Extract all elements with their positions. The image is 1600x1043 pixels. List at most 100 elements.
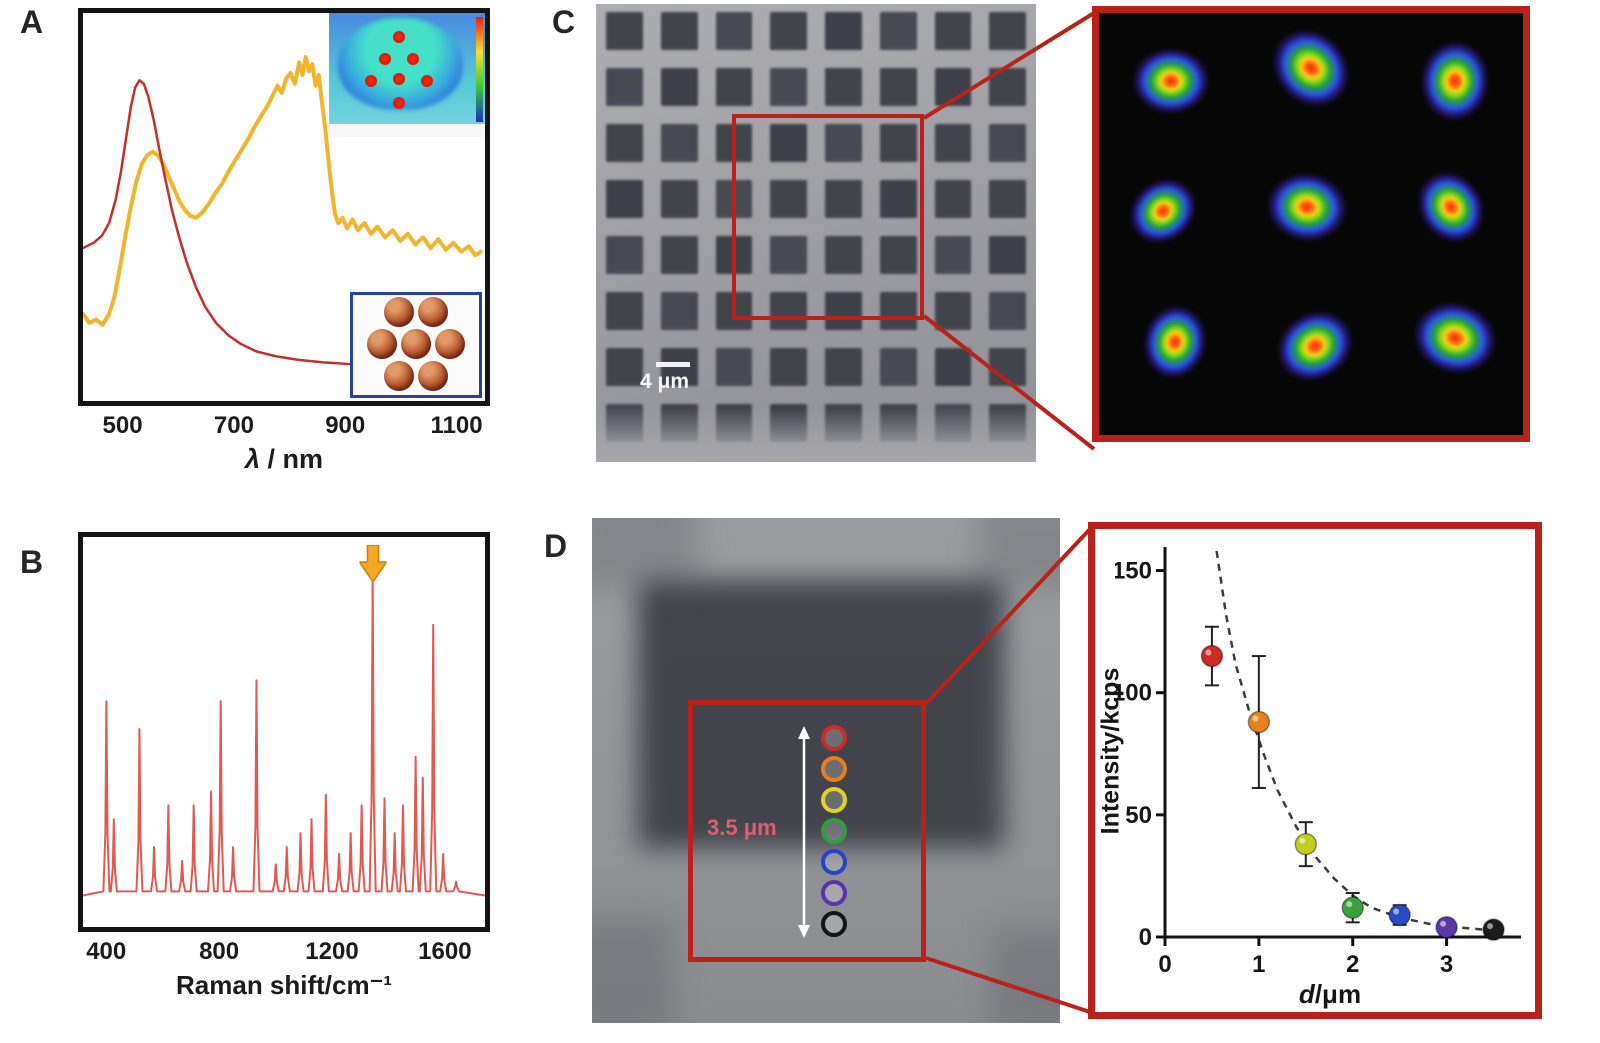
array-square [879, 12, 917, 50]
array-square [934, 68, 972, 106]
panel-a-xticks: 500 700 900 1100 [78, 412, 490, 442]
panel-a-plot [78, 8, 490, 406]
probe-ring [821, 880, 847, 906]
raman-hotspot [1392, 147, 1510, 268]
hotspot-dot [365, 75, 377, 87]
distance-label: 3.5 μm [707, 815, 777, 840]
tick-label: 1200 [305, 938, 359, 965]
probe-ring [821, 818, 847, 844]
array-square [989, 292, 1026, 330]
nanoparticle-sphere [401, 329, 431, 359]
array-square [825, 124, 862, 162]
faint-square [990, 926, 1060, 1023]
probe-ring [821, 787, 847, 813]
array-square [934, 236, 972, 274]
panel-c-label: C [552, 4, 576, 40]
tick-label: 500 [102, 412, 143, 439]
panel-b-label: B [20, 544, 44, 580]
probe-ring [821, 725, 847, 751]
vertical-double-arrow-icon [798, 726, 810, 938]
field-simulation-inset [329, 13, 485, 137]
array-square [934, 292, 972, 330]
array-square [770, 180, 807, 218]
x-axis-label: d/μm [1125, 979, 1535, 1010]
tick-label: 1600 [418, 938, 472, 965]
svg-text:50: 50 [1125, 802, 1152, 829]
tick-label: 1100 [430, 412, 483, 439]
array-square [879, 180, 917, 218]
array-square [660, 12, 698, 50]
svg-text:2: 2 [1346, 951, 1359, 978]
hotspot-dot [379, 53, 391, 65]
probe-position-column [821, 725, 847, 937]
microscope-image-d: 3.5 μm [592, 518, 1060, 1023]
array-square [989, 68, 1026, 106]
array-square [879, 292, 917, 330]
array-square [825, 348, 862, 386]
raman-hotspot [1243, 13, 1379, 136]
scale-bar [656, 362, 690, 367]
array-square [715, 68, 753, 106]
panel-d-label: D [544, 528, 568, 564]
hotspot-dot [393, 31, 405, 43]
svg-text:150: 150 [1115, 558, 1152, 585]
probe-ring [821, 849, 847, 875]
intensity-distance-chart: 0 50 100 150 0 1 2 3 [1115, 547, 1521, 978]
array-square [825, 292, 862, 330]
array-square [770, 348, 807, 386]
array-square [606, 68, 643, 106]
microscope-image-c: 4 μm [596, 4, 1036, 462]
array-square [606, 124, 643, 162]
array-square [660, 236, 698, 274]
array-square [606, 292, 643, 330]
array-square [660, 348, 698, 386]
image-fade [596, 408, 1036, 462]
svg-text:0: 0 [1139, 924, 1152, 951]
nanoparticle-sphere [384, 297, 414, 327]
svg-text:3: 3 [1440, 951, 1453, 978]
array-square [879, 68, 917, 106]
array-square [606, 12, 643, 50]
array-square [989, 12, 1026, 50]
array-square [825, 68, 862, 106]
array-square [770, 68, 807, 106]
panel-b-xticks: 400 800 1200 1600 [78, 938, 490, 968]
array-square [715, 12, 753, 50]
tick-label: 400 [86, 938, 127, 965]
nanoparticle-sphere [367, 329, 397, 359]
array-square [879, 236, 917, 274]
tick-label: 800 [199, 938, 240, 965]
raman-hotspot [1251, 285, 1379, 408]
array-square [660, 124, 698, 162]
array-square [879, 348, 917, 386]
hotspot-dot [421, 75, 433, 87]
raman-hotspot [1251, 158, 1363, 257]
spectra-chart [83, 13, 485, 401]
array-square [989, 348, 1026, 386]
array-square [715, 348, 753, 386]
tick-label: 700 [213, 412, 254, 439]
array-square [989, 236, 1026, 274]
scale-bar-label: 4 μm [640, 370, 690, 393]
raman-hotspot [1104, 154, 1221, 269]
array-square [934, 180, 972, 218]
raman-chart [83, 537, 485, 927]
array-square [825, 12, 862, 50]
xlabel-unit: / nm [260, 444, 324, 474]
panel-a-label: A [20, 4, 44, 40]
nanoparticle-sphere [435, 329, 465, 359]
highlight-box-c [732, 114, 924, 320]
array-square [934, 12, 972, 50]
array-square [660, 68, 698, 106]
panel-b-xlabel: Raman shift/cm⁻¹ [176, 970, 392, 1000]
array-square [606, 180, 643, 218]
array-square [606, 236, 643, 274]
array-square [770, 124, 807, 162]
array-square [934, 124, 972, 162]
hotspot-dot [407, 53, 419, 65]
panel-b-plot [78, 532, 490, 932]
lambda-symbol: λ [244, 444, 260, 474]
hotspot-dot [393, 73, 405, 85]
faint-square [592, 916, 674, 1023]
